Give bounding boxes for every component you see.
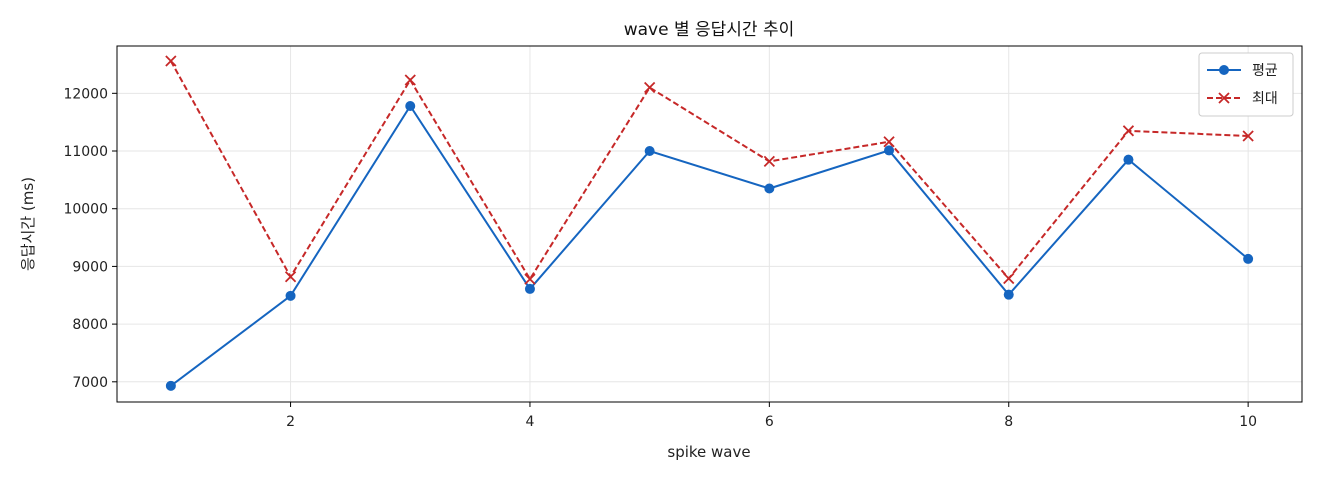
series-1-point xyxy=(524,283,535,294)
x-tick-label: 4 xyxy=(525,414,534,430)
x-tick-label: 10 xyxy=(1239,414,1257,430)
series-2-point xyxy=(1122,125,1135,137)
legend-max-label: 최대 xyxy=(1252,91,1278,107)
legend-mean-label: 평균 xyxy=(1252,63,1278,79)
chart-title: wave 별 응답시간 추이 xyxy=(624,20,795,40)
legend-box xyxy=(1198,52,1294,117)
x-axis-title: spike wave xyxy=(667,443,750,461)
series-1-point xyxy=(285,290,296,301)
x-tick-label: 2 xyxy=(286,414,295,430)
series-2-point xyxy=(1003,272,1015,285)
series-line-2 xyxy=(169,60,1249,282)
series-line-1 xyxy=(170,104,1249,387)
y-axis-title: 응답시간 (ms) xyxy=(19,177,37,271)
series-1-point xyxy=(1243,253,1254,264)
series-2-point xyxy=(284,271,297,283)
series-2-point xyxy=(165,55,177,67)
series-2-point xyxy=(404,74,416,86)
plot-frame xyxy=(116,45,1303,403)
legend: 평균 최대 xyxy=(1198,52,1294,117)
series-1-point xyxy=(764,183,775,194)
series-2-point xyxy=(1242,130,1254,142)
legend-entry-max: 최대 xyxy=(1207,91,1278,107)
series-2-point xyxy=(524,273,536,285)
y-tick-label: 8000 xyxy=(72,317,108,333)
series-2-point xyxy=(644,81,656,94)
legend-mean-marker xyxy=(1219,65,1229,75)
y-tick-label: 9000 xyxy=(72,259,108,275)
y-tick-label: 12000 xyxy=(63,86,108,102)
series-1-point xyxy=(405,101,416,112)
x-tick-label: 8 xyxy=(1004,414,1013,430)
series-1-point xyxy=(165,380,176,391)
series-layer xyxy=(165,55,1254,391)
y-tick-label: 11000 xyxy=(63,144,108,160)
ticks: 2 4 6 8 10 7000 8000 9000 10000 11000 12000 xyxy=(63,86,1257,430)
y-tick-label: 7000 xyxy=(72,375,108,391)
series-1-point xyxy=(1003,289,1014,300)
series-2-point xyxy=(883,136,895,148)
grid xyxy=(117,46,1302,402)
series-2-point xyxy=(763,155,775,168)
legend-entry-mean: 평균 xyxy=(1207,63,1278,79)
series-1-point xyxy=(644,146,655,157)
x-tick-label: 6 xyxy=(765,414,774,430)
series-1-point xyxy=(1123,154,1134,165)
y-tick-label: 10000 xyxy=(63,202,108,218)
series-1-point xyxy=(884,145,895,156)
legend-max-marker xyxy=(1218,92,1230,104)
